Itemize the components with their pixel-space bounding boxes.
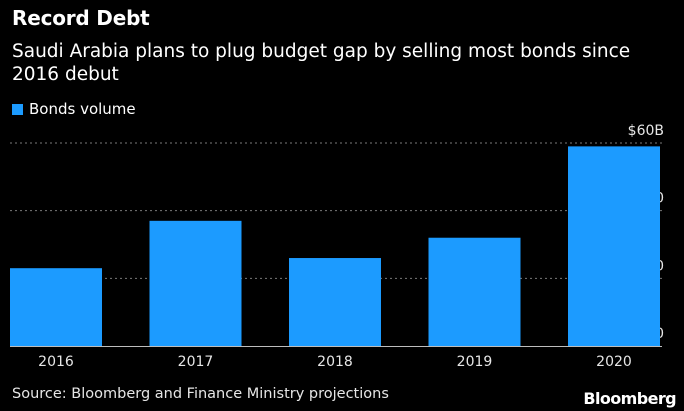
x-tick-label: 2016 (38, 354, 74, 370)
bloomberg-logo: Bloomberg (583, 389, 676, 408)
chart-subtitle: Saudi Arabia plans to plug budget gap by… (12, 41, 631, 85)
legend-label: Bonds volume (29, 100, 136, 118)
bar (10, 268, 102, 346)
legend: Bonds volume (12, 100, 136, 118)
bar (428, 237, 521, 346)
bar (568, 146, 660, 346)
bar (149, 220, 242, 346)
y-tick-label: $60B (628, 123, 664, 139)
x-tick-label: 2019 (457, 354, 493, 370)
legend-swatch (12, 103, 23, 115)
x-tick-label: 2017 (178, 354, 214, 370)
bar (289, 258, 381, 346)
source-note: Source: Bloomberg and Finance Ministry p… (12, 386, 389, 402)
x-tick-label: 2020 (596, 354, 632, 370)
chart-title: Record Debt (12, 6, 150, 30)
x-tick-label: 2018 (317, 354, 353, 370)
